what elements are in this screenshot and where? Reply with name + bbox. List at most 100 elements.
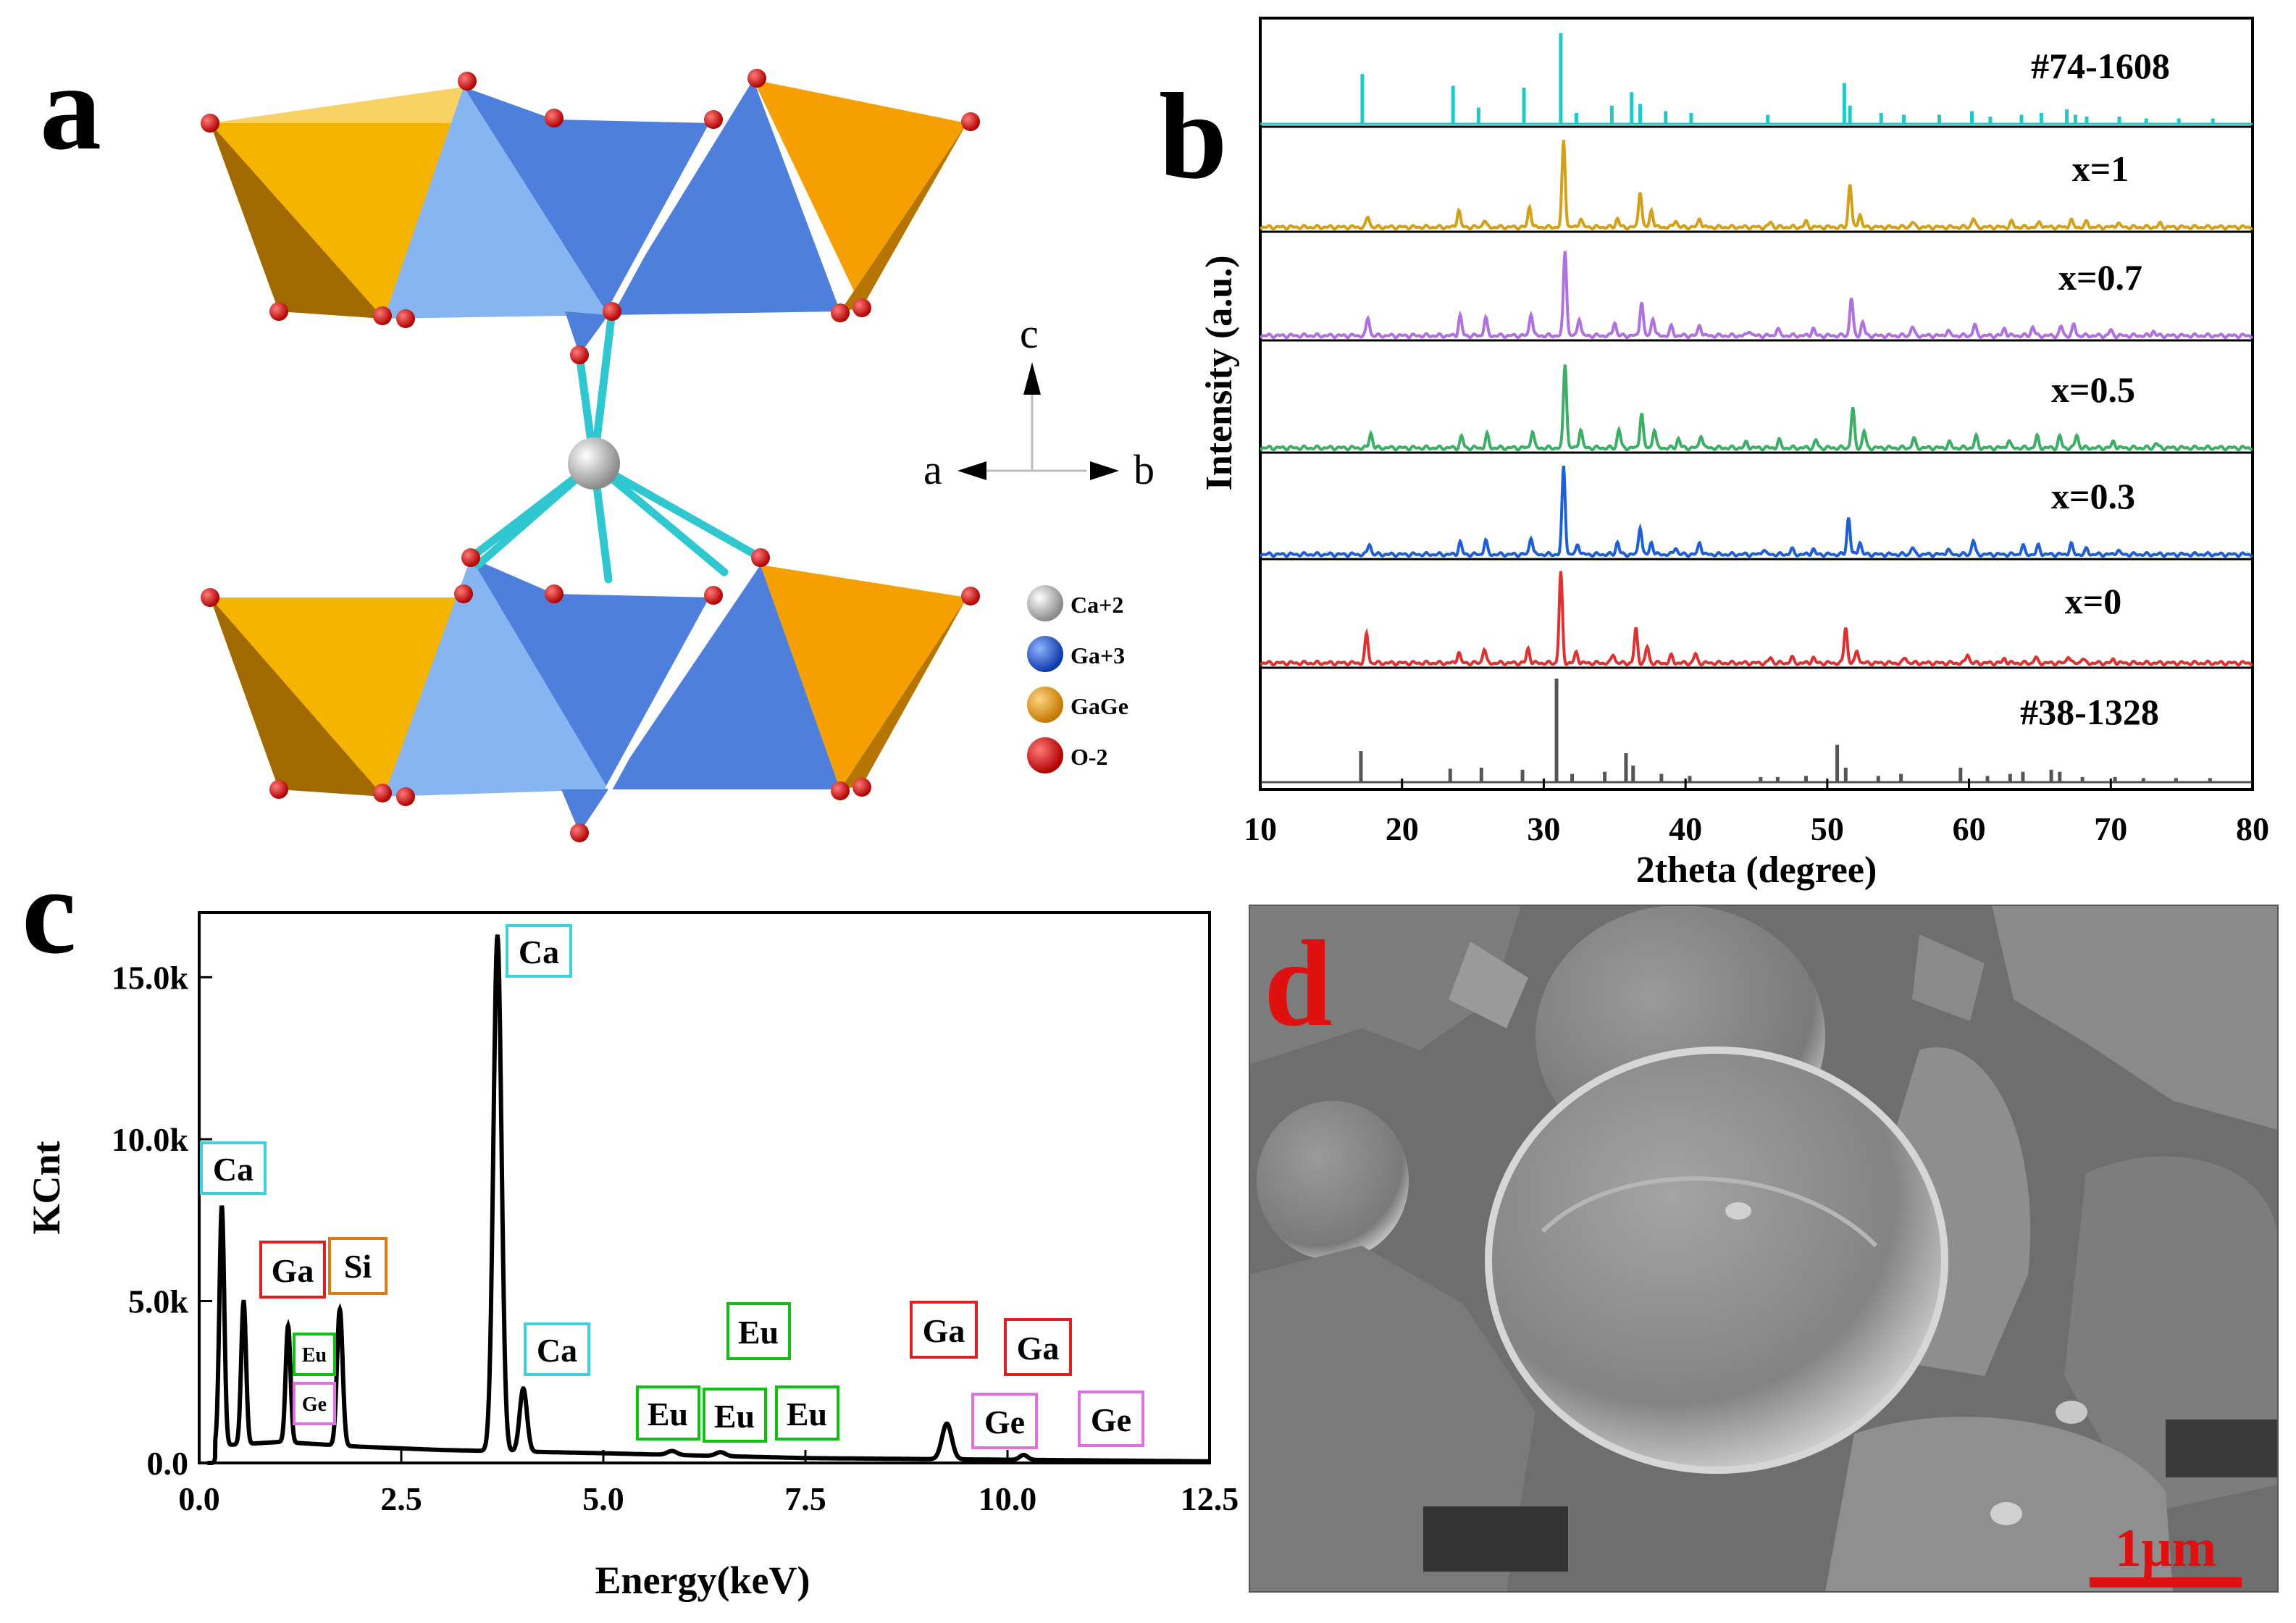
scale-bar-label: 1μm — [2115, 1519, 2217, 1578]
ca-atom — [568, 437, 620, 490]
panel-label-a: a — [40, 39, 101, 175]
sem-panel: d 1μm — [1249, 905, 2279, 1593]
xrd-label-ref-38-1328: #38-1328 — [2020, 692, 2159, 732]
legend-label-gage: GaGe — [1071, 693, 1128, 719]
eds-panel: c 0.0 2.5 5.0 7.5 10.0 12.50.05.0k10.0k15.0k … — [22, 843, 1239, 1602]
legend-swatch-ca — [1027, 585, 1063, 621]
svg-text:Eu: Eu — [714, 1398, 755, 1435]
xrd-x-tick-label: 20 — [1386, 810, 1419, 847]
oxygen-atoms — [201, 69, 980, 842]
eds-annotation-eu-top: Eu — [726, 1302, 791, 1360]
svg-text:Ge: Ge — [302, 1393, 327, 1416]
svg-text:Ca: Ca — [213, 1151, 254, 1188]
eds-annotation-ca-2: Ca — [506, 924, 572, 978]
atom-legend: Ca+2 Ga+3 GaGe O-2 — [1027, 585, 1128, 773]
tetra-blue-right-low — [608, 565, 840, 789]
upper-layer — [210, 80, 967, 355]
axis-label-b: b — [1134, 446, 1155, 493]
svg-text:Ga: Ga — [272, 1252, 314, 1289]
eds-x-tick-label: 12.5 — [1181, 1480, 1239, 1517]
legend-swatch-gage — [1027, 687, 1063, 723]
tetra-blue-lower-tip — [565, 311, 608, 355]
sem-image — [1249, 905, 2278, 1592]
xrd-series-5 — [1260, 465, 2253, 561]
svg-text:Eu: Eu — [787, 1396, 827, 1433]
eds-annotation-ge-small: Ge — [293, 1382, 336, 1425]
xrd-profile-line — [1260, 364, 2253, 452]
xrd-x-tick-label: 60 — [1953, 810, 1986, 847]
xrd-x-tick-label: 80 — [2236, 810, 2269, 847]
xrd-x-tick-label: 40 — [1669, 810, 1702, 847]
axis-label-c: c — [1020, 310, 1039, 357]
xrd-x-tick-label: 70 — [2094, 810, 2127, 847]
svg-text:Eu: Eu — [738, 1314, 779, 1351]
eds-annotation-eu-a: Eu — [636, 1385, 700, 1440]
xrd-series-1 — [1260, 33, 2253, 128]
panel-label-c: c — [22, 843, 76, 979]
eds-y-axis-title: KCnt — [25, 1141, 68, 1234]
svg-text:Ca: Ca — [519, 934, 559, 970]
svg-text:Eu: Eu — [648, 1396, 688, 1433]
xrd-label-ref-74-1608: #74-1608 — [2031, 46, 2170, 86]
eds-annotation-ga-1: Ga — [259, 1241, 326, 1299]
svg-text:Ge: Ge — [984, 1404, 1025, 1440]
eds-plot-frame — [198, 911, 1211, 1464]
xrd-series-7 — [1260, 679, 2253, 784]
eds-annotation-ca-1: Ca — [200, 1141, 267, 1195]
tetra-blue-left-low — [384, 558, 608, 797]
xrd-series-2 — [1260, 140, 2253, 233]
eds-spectrum-line — [207, 934, 1210, 1465]
xrd-y-axis-title: Intensity (a.u.) — [1199, 255, 1240, 490]
eds-x-tick-label: 0.0 — [178, 1480, 220, 1517]
xrd-pattern-labels: #74-1608 x=1 x=0.7 x=0.5 x=0.3 x=0 #38-1… — [2020, 46, 2170, 732]
eds-annotation-ge-2: Ge — [1078, 1391, 1144, 1447]
tetra-orange-right — [753, 80, 967, 311]
legend-swatch-o — [1027, 737, 1063, 773]
svg-text:Eu: Eu — [302, 1344, 327, 1367]
xrd-x-tick-label: 10 — [1244, 810, 1277, 847]
eds-x-tick-label: 7.5 — [784, 1480, 826, 1517]
tetra-blue-tip-low — [561, 789, 608, 833]
svg-text:Si: Si — [344, 1248, 372, 1285]
tetra-orange-right-low — [761, 565, 967, 789]
xrd-series-6 — [1260, 571, 2253, 669]
eds-annotation-si: Si — [328, 1237, 387, 1295]
eds-annotation-ge-1: Ge — [971, 1393, 1038, 1449]
tetra-blue-left — [384, 87, 608, 319]
xrd-traces — [1260, 33, 2253, 784]
xrd-series-3 — [1260, 251, 2253, 342]
xrd-plot-frame — [1259, 17, 2254, 791]
edge-highlight-low — [605, 595, 717, 792]
xrd-x-tick-label: 30 — [1527, 810, 1560, 847]
xrd-profile-line — [1260, 140, 2253, 231]
eds-peak-annotations: Ca Ca Ga Si Eu Ge — [200, 924, 1144, 1449]
tetra-orange-left-back — [210, 87, 464, 319]
eds-axis-ticks: 0.0 2.5 5.0 7.5 10.0 12.5 0.0 5.0k 10.0k 15.0k — [112, 959, 1239, 1517]
eds-y-tick-label: 15.0k — [112, 959, 189, 996]
svg-text:Ga: Ga — [1017, 1330, 1060, 1367]
eds-annotation-eu-c: Eu — [775, 1385, 839, 1440]
sem-frame — [1249, 905, 2279, 1593]
eds-y-tick-label: 10.0k — [112, 1121, 189, 1158]
panel-label-b: b — [1159, 68, 1228, 204]
svg-text:Ga: Ga — [923, 1312, 965, 1349]
tetra-orange-left-low-shade — [210, 597, 384, 797]
eds-x-axis-title: Energy(keV) — [595, 1559, 810, 1602]
eds-x-tick-label: 10.0 — [979, 1480, 1037, 1517]
tetra-blue-right — [608, 80, 840, 315]
svg-text:Ge: Ge — [1091, 1401, 1131, 1438]
eds-y-tick-label: 5.0k — [128, 1283, 189, 1320]
axis-label-a: a — [923, 446, 942, 493]
legend-label-o: O-2 — [1071, 744, 1108, 770]
eds-x-tick-label: 5.0 — [582, 1480, 624, 1517]
xrd-label-x1: x=1 — [2072, 148, 2129, 189]
eds-y-tick-label: 0.0 — [147, 1445, 189, 1482]
eds-annotation-ga-3: Ga — [1004, 1318, 1072, 1376]
eds-annotation-eu-small: Eu — [293, 1333, 336, 1376]
xrd-panel: b #74-1608 x=1 x=0.7 x=0.5 x=0.3 x=0 #38… — [1159, 17, 2269, 891]
xrd-profile-line — [1260, 465, 2253, 558]
eds-annotation-ga-2: Ga — [910, 1301, 978, 1359]
edge-highlight — [605, 121, 717, 317]
xrd-x-axis-title: 2theta (degree) — [1636, 850, 1877, 891]
